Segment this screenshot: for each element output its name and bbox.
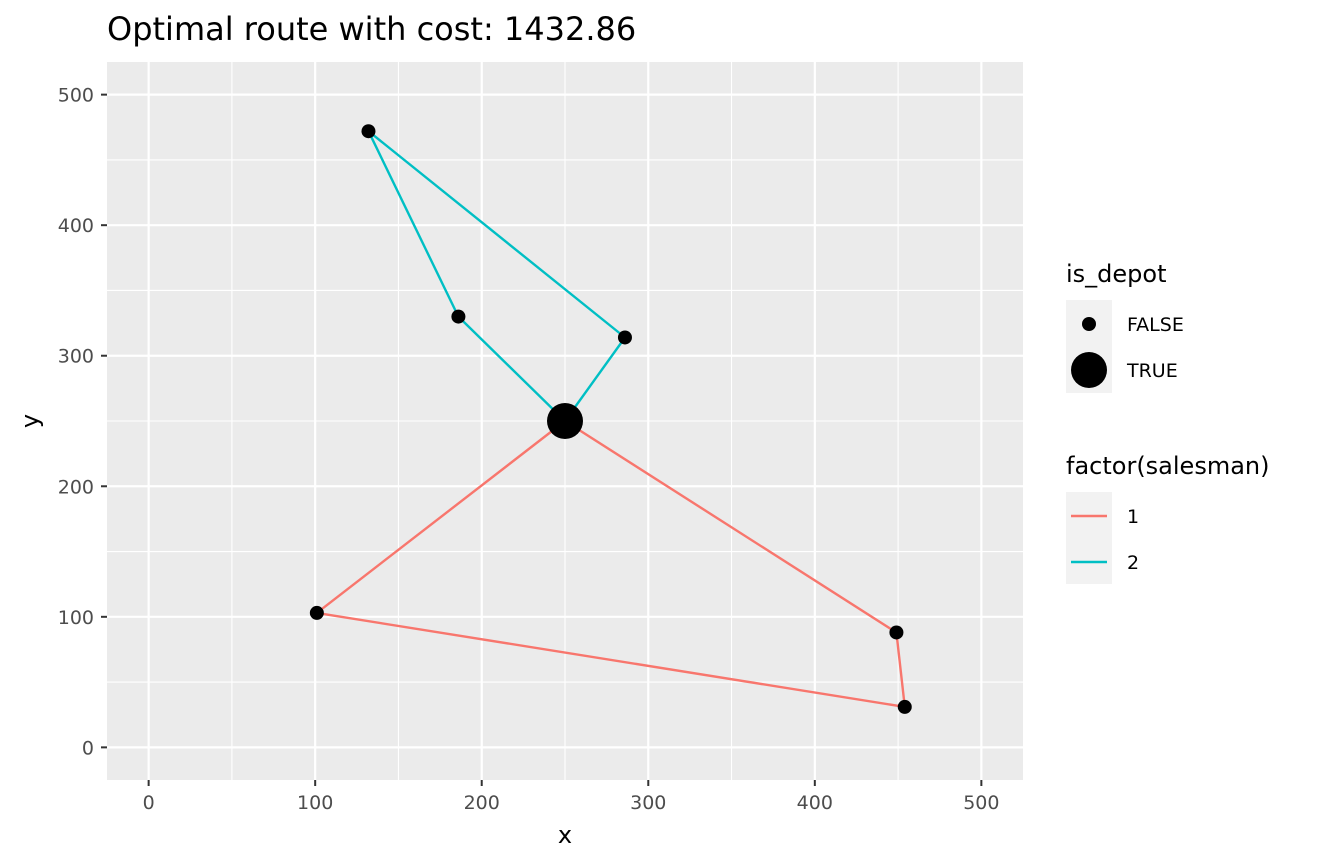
y-axis-title: y (16, 414, 44, 428)
legend-salesman: factor(salesman) 1 2 (1066, 452, 1269, 584)
legend-salesman-key-bg (1066, 492, 1112, 584)
legend-is-depot-title: is_depot (1066, 260, 1167, 288)
x-axis-ticks: 0 100 200 300 400 500 (143, 780, 999, 814)
legend-label-false: FALSE (1127, 314, 1184, 336)
y-tick-label: 200 (58, 476, 94, 498)
legend-label-true: TRUE (1126, 360, 1178, 382)
legend-salesman-title: factor(salesman) (1066, 452, 1269, 480)
x-tick-label: 100 (297, 792, 333, 814)
x-tick-label: 300 (630, 792, 666, 814)
y-tick-label: 400 (58, 215, 94, 237)
major-gridlines (107, 62, 1023, 780)
x-tick-label: 500 (963, 792, 999, 814)
legend-label-salesman-2: 2 (1127, 552, 1139, 574)
stop-points (309, 124, 912, 714)
x-axis-title: x (558, 821, 572, 849)
y-tick-label: 0 (82, 737, 94, 759)
y-tick-label: 100 (58, 607, 94, 629)
stop-point (617, 330, 632, 345)
depot-point (547, 403, 583, 439)
stop-point (309, 605, 324, 620)
legend-key-true-point (1071, 352, 1107, 388)
y-tick-label: 500 (58, 85, 94, 107)
stop-point (451, 309, 466, 324)
x-tick-label: 0 (143, 792, 155, 814)
y-axis-ticks: 0 100 200 300 400 500 (58, 85, 107, 759)
stop-point (897, 699, 912, 714)
stop-point (361, 124, 376, 139)
x-tick-label: 200 (464, 792, 500, 814)
chart-title: Optimal route with cost: 1432.86 (107, 10, 636, 48)
stop-point (889, 625, 904, 640)
legend-is-depot: is_depot FALSE TRUE (1066, 260, 1184, 393)
legend-label-salesman-1: 1 (1127, 506, 1139, 528)
legend-key-false-point (1082, 317, 1096, 331)
y-tick-label: 300 (58, 346, 94, 368)
x-tick-label: 400 (797, 792, 833, 814)
